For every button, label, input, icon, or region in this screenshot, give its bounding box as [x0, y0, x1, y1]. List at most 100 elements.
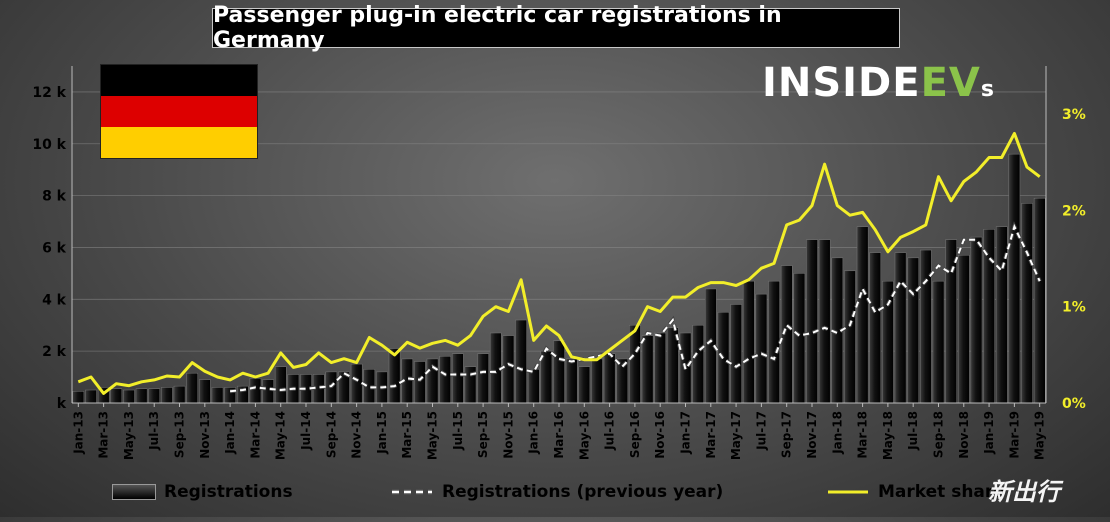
bar-registrations: [578, 366, 591, 404]
bar-registrations: [882, 280, 894, 404]
x-tick-label: Nov-15: [501, 411, 515, 459]
line-previous-year: [229, 223, 1041, 393]
x-tick-label: Jul-16: [603, 411, 617, 451]
bar-registrations: [262, 379, 274, 404]
x-tick-label: May-15: [426, 411, 440, 460]
x-tick-label: Mar-14: [248, 411, 262, 459]
bar-registrations: [211, 387, 224, 404]
bar-registrations: [148, 388, 161, 404]
x-tick-label: Jul-15: [451, 411, 465, 451]
x-tick-label: Nov-17: [805, 411, 819, 459]
chart-title: Passenger plug-in electric car registrat…: [212, 3, 900, 53]
bar-registrations: [274, 366, 287, 404]
x-tick-label: Mar-13: [97, 411, 111, 459]
legend-swatch-line: [828, 490, 868, 494]
bar-registrations: [780, 265, 793, 404]
watermark-text: 新出行: [988, 478, 1060, 506]
bar-registrations: [793, 273, 806, 404]
insideevs-logo: INSIDEEVs: [762, 60, 995, 106]
x-axis: Jan-13 Mar-13 May-13 Jul-13 Sep-13 Nov-13 Jan-…: [71, 402, 1047, 460]
legend-swatch-dashed: [392, 489, 432, 495]
x-tick-label: Jan-15: [375, 411, 389, 455]
x-tick-label: Jul-18: [906, 411, 920, 451]
bar-registrations: [451, 353, 464, 404]
bar-registrations: [439, 356, 451, 404]
bar-registrations: [565, 358, 578, 404]
bar-registrations: [641, 335, 654, 404]
x-tick-label: Sep-13: [173, 411, 187, 458]
bar-registrations: [692, 324, 704, 404]
y-right-tick-label: 2%: [1062, 203, 1086, 219]
bar-registrations: [603, 353, 616, 404]
y-left-tick-label: 12 k: [32, 85, 66, 101]
bar-registrations: [742, 280, 755, 404]
legend-label: Registrations (previous year): [442, 482, 724, 502]
bar-registrations: [894, 252, 907, 404]
x-tick-label: Mar-18: [856, 411, 870, 459]
y-left-tick-label: 8 k: [42, 189, 67, 205]
bar-registrations: [844, 270, 856, 404]
line-series: [77, 131, 1042, 395]
x-tick-label: Jan-19: [982, 411, 996, 455]
legend-item-previous-year: Registrations (previous year): [390, 478, 723, 506]
legend: Registrations Registrations (previous ye…: [0, 478, 1110, 508]
bar-registrations: [527, 369, 540, 404]
bar-registrations: [502, 335, 515, 404]
bar-registrations: [932, 280, 945, 404]
x-tick-label: May-14: [274, 411, 288, 460]
x-tick-label: Jan-17: [678, 411, 692, 455]
bar-registrations: [477, 353, 489, 404]
bar-registrations: [1033, 197, 1046, 404]
x-tick-label: May-17: [729, 411, 743, 460]
legend-item-registrations: Registrations: [112, 478, 293, 506]
bar-registrations: [957, 254, 970, 404]
line-market-share: [77, 131, 1041, 395]
bar-registrations: [591, 358, 603, 404]
bar-registrations: [553, 340, 565, 404]
bar-registrations: [907, 257, 919, 404]
y-left-tick-label: k: [57, 396, 67, 412]
bar-registrations: [85, 389, 97, 404]
legend-item-market-share: Market share: [826, 478, 1005, 506]
x-tick-label: Jan-14: [223, 411, 237, 455]
bar-registrations: [186, 372, 198, 404]
x-tick-label: Jan-13: [71, 411, 85, 455]
x-tick-label: May-18: [881, 411, 895, 460]
x-tick-label: Sep-17: [780, 411, 794, 458]
bar-registrations: [629, 324, 641, 404]
bar-registrations: [869, 252, 882, 404]
bar-registrations: [135, 388, 148, 404]
x-tick-label: Sep-14: [324, 411, 338, 458]
x-tick-label: Jan-18: [830, 411, 844, 455]
x-tick-label: Sep-15: [476, 411, 490, 458]
y-left-tick-label: 6 k: [42, 240, 67, 256]
bar-registrations: [173, 385, 186, 404]
x-tick-label: Jul-17: [754, 411, 768, 451]
bar-registrations: [945, 239, 957, 404]
bar-registrations: [920, 249, 932, 404]
x-tick-label: Jul-13: [147, 411, 161, 451]
x-tick-label: Mar-15: [400, 411, 414, 459]
y-right-tick-label: 0%: [1062, 396, 1086, 412]
x-tick-label: May-19: [1033, 411, 1047, 460]
x-tick-label: May-16: [577, 411, 591, 460]
bar-registrations: [1008, 153, 1021, 404]
legend-label: Market share: [878, 482, 1005, 502]
y-left-tick-label: 10 k: [32, 137, 66, 153]
y-axis-left: k 2 k 4 k 6 k 8 k 10 k 12 k: [32, 66, 73, 412]
bar-registrations: [350, 363, 363, 404]
x-tick-label: Nov-13: [198, 411, 212, 459]
x-tick-label: Nov-18: [957, 411, 971, 459]
germany-flag-icon: [100, 64, 258, 159]
bar-registrations: [768, 280, 780, 404]
bar-registrations: [1021, 203, 1033, 404]
bar-registrations: [72, 391, 85, 404]
bar-registrations: [806, 239, 818, 404]
bar-registrations: [161, 387, 173, 404]
legend-label: Registrations: [164, 482, 293, 502]
bar-registrations: [110, 388, 123, 404]
bar-registrations: [123, 389, 135, 404]
x-tick-label: Jul-14: [299, 411, 313, 451]
y-axis-right: 0% 1% 2% 3%: [1045, 66, 1086, 412]
